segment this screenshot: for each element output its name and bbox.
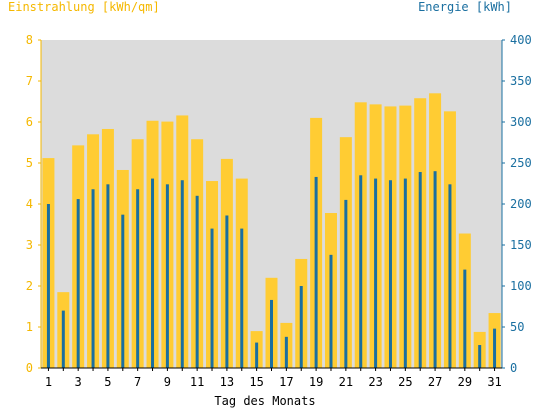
x-tick-label: 5 (104, 375, 111, 389)
left-tick-label: 8 (26, 33, 33, 47)
right-tick-label: 0 (510, 361, 517, 375)
energie-bar-8 (151, 178, 155, 368)
energie-bar-19 (314, 176, 318, 368)
x-tick-label: 21 (339, 375, 353, 389)
energie-bar-29 (463, 269, 467, 368)
right-tick-label: 50 (510, 320, 524, 334)
x-tick-label: 27 (428, 375, 442, 389)
x-tick-label: 17 (279, 375, 293, 389)
x-tick-label: 29 (458, 375, 472, 389)
energie-bar-6 (121, 214, 125, 368)
energie-bar-7 (136, 189, 140, 368)
energie-bar-11 (195, 195, 199, 368)
energie-bar-30 (478, 345, 482, 368)
left-tick-label: 2 (26, 279, 33, 293)
energie-bar-2 (61, 310, 65, 368)
energie-bar-10 (180, 180, 184, 368)
x-tick-label: 1 (45, 375, 52, 389)
energie-bar-17 (284, 336, 288, 368)
energie-bar-24 (388, 180, 392, 368)
energie-bar-4 (91, 189, 95, 368)
right-axis-title: Energie [kWh] (418, 0, 512, 14)
energie-bar-27 (433, 171, 437, 368)
energie-bar-26 (418, 172, 422, 368)
energie-bar-9 (165, 184, 169, 368)
left-tick-label: 1 (26, 320, 33, 334)
x-tick-label: 15 (249, 375, 263, 389)
energie-bar-22 (359, 175, 363, 368)
left-tick-label: 0 (26, 361, 33, 375)
left-tick-label: 7 (26, 74, 33, 88)
bars-group (42, 93, 501, 369)
x-tick-label: 3 (75, 375, 82, 389)
energie-bar-13 (225, 215, 229, 368)
x-tick-label: 7 (134, 375, 141, 389)
energie-bar-21 (344, 199, 348, 368)
energie-bar-5 (106, 184, 110, 368)
x-axis-title: Tag des Monats (214, 394, 315, 408)
energie-bar-25 (403, 178, 407, 368)
energie-bar-23 (374, 178, 378, 368)
left-tick-label: 6 (26, 115, 33, 129)
energie-bar-16 (270, 299, 273, 368)
left-tick-label: 5 (26, 156, 33, 170)
energie-bar-14 (240, 228, 244, 368)
energie-bar-15 (255, 342, 259, 368)
energie-bar-1 (46, 204, 50, 368)
energie-bar-28 (448, 184, 452, 368)
right-tick-label: 200 (510, 197, 532, 211)
x-tick-label: 9 (164, 375, 171, 389)
energie-bar-31 (493, 328, 497, 368)
energie-bar-20 (329, 254, 333, 368)
x-tick-label: 31 (487, 375, 501, 389)
right-tick-label: 400 (510, 33, 532, 47)
energie-bar-3 (76, 199, 80, 368)
x-tick-label: 11 (190, 375, 204, 389)
right-tick-label: 100 (510, 279, 532, 293)
left-tick-label: 3 (26, 238, 33, 252)
x-tick-label: 25 (398, 375, 412, 389)
right-tick-label: 250 (510, 156, 532, 170)
x-tick-label: 23 (368, 375, 382, 389)
energie-bar-18 (299, 286, 303, 368)
energie-bar-12 (210, 228, 214, 368)
x-tick-label: 19 (309, 375, 323, 389)
right-tick-label: 150 (510, 238, 532, 252)
left-tick-label: 4 (26, 197, 33, 211)
right-tick-label: 300 (510, 115, 532, 129)
x-tick-label: 13 (220, 375, 234, 389)
left-axis-title: Einstrahlung [kWh/qm] (8, 0, 160, 14)
right-tick-label: 350 (510, 74, 532, 88)
